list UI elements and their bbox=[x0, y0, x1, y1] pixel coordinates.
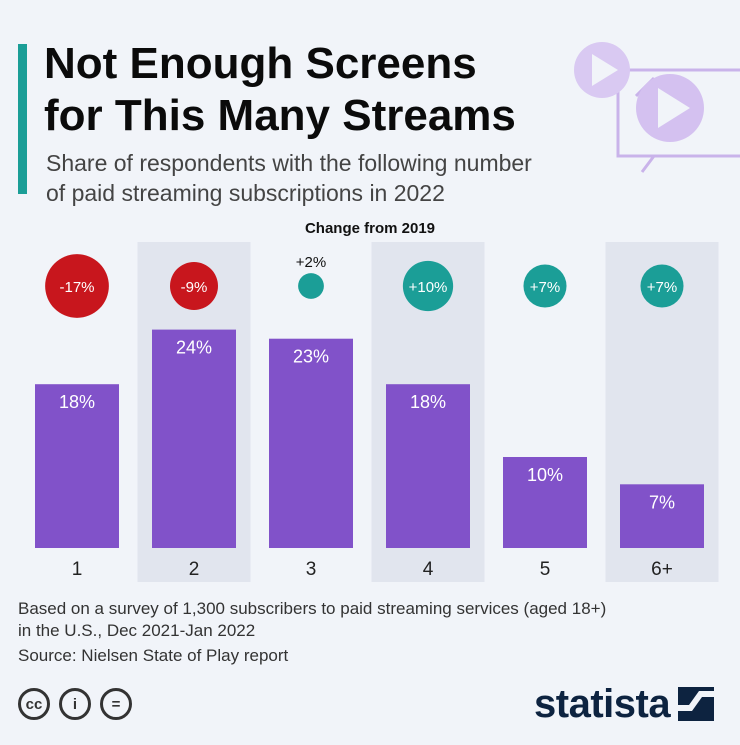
bars: 18% 24% 23% 18% 10% 7% bbox=[35, 329, 704, 548]
bar-value-label-6+: 7% bbox=[649, 492, 675, 512]
x-tick-label-3: 3 bbox=[306, 559, 317, 580]
bar-value-label-4: 18% bbox=[410, 392, 446, 412]
screen-outline bbox=[616, 68, 740, 158]
change-header: Change from 2019 bbox=[305, 220, 435, 237]
chart-subtitle-line-2: of paid streaming subscriptions in 2022 bbox=[46, 180, 445, 206]
change-badge-2 bbox=[170, 262, 218, 310]
chart-subtitle-line-1: Share of respondents with the following … bbox=[46, 150, 532, 176]
bar-value-label-1: 18% bbox=[59, 392, 95, 412]
chart-subtitle: Share of respondents with the following … bbox=[46, 148, 606, 208]
statista-logo[interactable]: statista bbox=[534, 682, 715, 726]
bar-6+ bbox=[620, 484, 704, 548]
bar-5 bbox=[503, 457, 587, 548]
title-accent-bar bbox=[18, 44, 27, 194]
survey-note-line-2: in the U.S., Dec 2021-Jan 2022 bbox=[18, 621, 256, 640]
chart-title-line-2: for This Many Streams bbox=[44, 91, 516, 140]
change-label-1: -17% bbox=[59, 279, 94, 296]
no-derivatives-icon[interactable]: = bbox=[100, 688, 132, 720]
change-label-3: +2% bbox=[296, 254, 326, 271]
x-tick-label-5: 5 bbox=[540, 559, 551, 580]
bar-value-label-5: 10% bbox=[527, 465, 563, 485]
bar-value-label-2: 24% bbox=[176, 338, 212, 358]
bar-2 bbox=[152, 329, 236, 548]
play-triangle-icon bbox=[592, 54, 618, 86]
play-triangle-icon bbox=[658, 88, 690, 128]
bar-chart: Change from 2019 18%24% 23%18%10%7% -17% -… bbox=[35, 220, 719, 582]
change-label-6+: +7% bbox=[647, 279, 677, 296]
brand-name: statista bbox=[534, 682, 671, 726]
statista-logo-icon bbox=[678, 687, 715, 721]
x-tick-label-2: 2 bbox=[189, 559, 200, 580]
x-tick-label-6+: 6+ bbox=[651, 559, 673, 580]
change-badge-3 bbox=[298, 273, 324, 299]
license-icons: cc i = bbox=[18, 688, 132, 720]
bar-3 bbox=[269, 338, 353, 548]
cc-icon[interactable]: cc bbox=[18, 688, 50, 720]
change-badge-6+ bbox=[640, 264, 684, 308]
chart-title-line-1: Not Enough Screens bbox=[44, 39, 477, 88]
change-label-4: +10% bbox=[409, 279, 448, 296]
chart-title: Not Enough Screens for This Many Streams bbox=[44, 38, 564, 142]
x-axis-labels: 1 2 3 4 5 6+ bbox=[72, 559, 673, 580]
bar-1 bbox=[35, 384, 119, 548]
x-tick-label-4: 4 bbox=[423, 559, 434, 580]
change-label-2: -9% bbox=[181, 279, 208, 296]
screen-stand-left bbox=[640, 155, 656, 173]
streaming-screen-illustration bbox=[574, 42, 740, 173]
survey-note: Based on a survey of 1,300 subscribers t… bbox=[18, 598, 718, 642]
source-note: Source: Nielsen State of Play report bbox=[18, 646, 289, 665]
bar-4 bbox=[386, 384, 470, 548]
survey-note-line-1: Based on a survey of 1,300 subscribers t… bbox=[18, 599, 607, 618]
change-badge-1 bbox=[45, 254, 109, 318]
change-badges: -17% -9% +2% +10% +7% +7% bbox=[45, 254, 684, 318]
bar-value-label-3: 23% bbox=[293, 347, 329, 367]
x-tick-label-1: 1 bbox=[72, 559, 83, 580]
change-badge-5 bbox=[523, 264, 567, 308]
attribution-icon[interactable]: i bbox=[59, 688, 91, 720]
change-badge-4 bbox=[402, 260, 454, 312]
change-label-5: +7% bbox=[530, 279, 560, 296]
